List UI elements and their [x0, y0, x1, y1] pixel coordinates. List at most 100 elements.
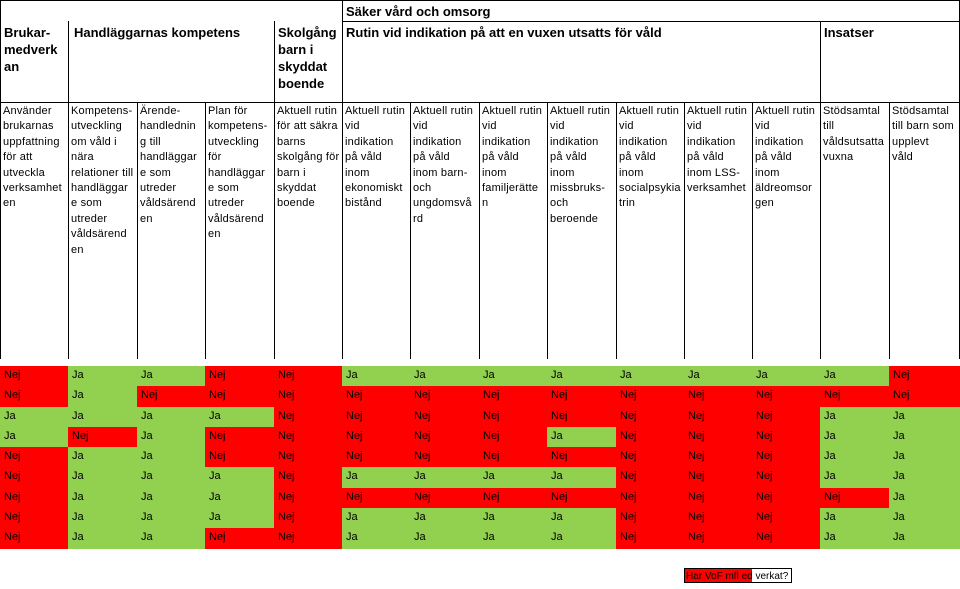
table-cell: Ja [889, 467, 960, 488]
table-cell: Nej [752, 447, 821, 468]
column-header: Stödsamtal till våldsutsatta vuxna [823, 105, 885, 164]
table-cell: Nej [274, 467, 343, 488]
table-cell: Nej [0, 386, 69, 407]
header-divider [0, 102, 960, 103]
table-cell: Ja [205, 507, 275, 529]
table-cell: Nej [752, 487, 821, 509]
column-header: Använder brukarnas uppfattning för att u… [3, 105, 62, 210]
table-cell: Ja [137, 487, 206, 509]
table-cell: Ja [889, 426, 960, 448]
table-cell: Ja [205, 487, 275, 509]
table-cell: Nej [410, 447, 480, 468]
table-cell: Nej [342, 487, 411, 509]
table-cell: Nej [820, 386, 890, 407]
table-cell: Ja [137, 447, 206, 468]
table-cell: Ja [479, 507, 548, 529]
table-cell: Ja [889, 406, 960, 428]
table-cell: Ja [205, 406, 275, 428]
table-cell: Ja [547, 426, 617, 448]
table-cell: Nej [684, 426, 753, 448]
table-cell: Nej [547, 406, 617, 428]
table-cell: Nej [410, 487, 480, 509]
grid-line [547, 102, 548, 359]
table-cell: Nej [274, 507, 343, 529]
table-cell: Nej [889, 366, 960, 387]
column-header: Stödsamtal till barn som upplevt våld [892, 105, 954, 164]
table-cell: Ja [68, 507, 138, 529]
grid-line [616, 102, 617, 359]
table-cell: Ja [137, 366, 206, 387]
table-cell: Nej [479, 406, 548, 428]
grid-line [479, 102, 480, 359]
grid-line [889, 102, 890, 359]
table-cell: Nej [684, 386, 753, 407]
table-cell: Nej [0, 487, 69, 509]
grid-line [205, 102, 206, 359]
table-cell: Nej [274, 487, 343, 509]
table-cell: Nej [616, 426, 685, 448]
table-cell: Ja [889, 487, 960, 509]
table-cell: Nej [616, 507, 685, 529]
column-header: Ärende- handlednin g till handläggar e s… [140, 105, 198, 225]
table-cell: Nej [684, 447, 753, 468]
table-cell: Nej [684, 507, 753, 529]
table-cell: Ja [479, 366, 548, 387]
column-header: Aktuell rutin för att säkra barns skolgå… [277, 105, 340, 210]
table-cell: Nej [752, 426, 821, 448]
table-cell: Nej [0, 507, 69, 529]
table-cell: Nej [616, 406, 685, 428]
staff-competence-header: Handläggarnas kompetens [74, 25, 241, 40]
table-cell: Ja [820, 406, 890, 428]
table-cell: Ja [547, 467, 617, 488]
table-cell: Ja [137, 467, 206, 488]
table-cell: Ja [68, 406, 138, 428]
table-cell: Nej [616, 447, 685, 468]
table-cell: Ja [410, 507, 480, 529]
table-cell: Ja [410, 366, 480, 387]
grid-line [752, 102, 753, 359]
table-cell: Ja [342, 366, 411, 387]
table-cell: Ja [137, 528, 206, 549]
column-header: Aktuell rutin vid indikation på våld ino… [413, 105, 474, 225]
table-cell: Nej [684, 467, 753, 488]
table-cell: Nej [205, 426, 275, 448]
table-cell: Nej [479, 386, 548, 407]
table-cell: Ja [68, 447, 138, 468]
grid-line [68, 21, 69, 359]
table-cell: Nej [342, 426, 411, 448]
table-cell: Nej [820, 487, 890, 509]
table-cell: Nej [547, 386, 617, 407]
table-cell: Ja [68, 386, 138, 407]
table-cell: Nej [274, 528, 343, 549]
table-cell: Ja [820, 447, 890, 468]
table-cell: Nej [274, 386, 343, 407]
table-cell: Nej [137, 386, 206, 407]
grid-line [137, 102, 138, 359]
interventions-header: Insatser [824, 25, 874, 40]
table-cell: Nej [0, 467, 69, 488]
table-cell: Nej [410, 406, 480, 428]
table-cell: Nej [547, 487, 617, 509]
table-cell: Ja [137, 507, 206, 529]
column-header: Plan för kompetens- utveckling för handl… [208, 105, 268, 241]
table-cell: Nej [684, 406, 753, 428]
table-cell: Ja [342, 467, 411, 488]
table-cell: Nej [616, 467, 685, 488]
table-cell: Nej [616, 386, 685, 407]
table-cell: Nej [342, 447, 411, 468]
table-cell: Nej [205, 447, 275, 468]
table-cell: Ja [889, 447, 960, 468]
table-cell: Ja [684, 366, 753, 387]
grid-line [0, 0, 1, 359]
table-cell: Ja [547, 507, 617, 529]
table-cell: Nej [547, 447, 617, 468]
column-header: Aktuell rutin vid indikation på våld ino… [345, 105, 406, 210]
table-cell: Nej [274, 366, 343, 387]
table-cell: Nej [410, 386, 480, 407]
table-cell: Nej [274, 447, 343, 468]
column-header: Aktuell rutin vid indikation på våld ino… [755, 105, 816, 210]
table-cell: Ja [137, 426, 206, 448]
table-cell: Nej [684, 487, 753, 509]
table-cell: Ja [68, 487, 138, 509]
table-cell: Nej [479, 426, 548, 448]
